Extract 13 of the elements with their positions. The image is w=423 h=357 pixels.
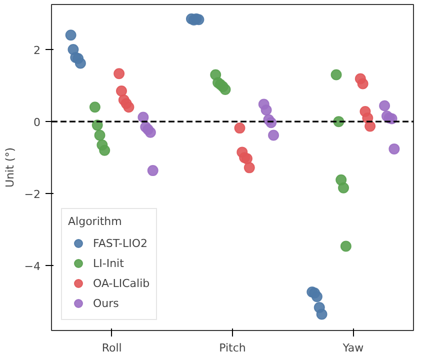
x-tick-label: Pitch: [219, 342, 246, 354]
y-tick-label: 2: [34, 44, 40, 58]
y-axis-title: Unit (°): [3, 148, 16, 188]
x-tick-label: Roll: [102, 342, 122, 354]
legend-label: OA-LICalib: [93, 276, 150, 290]
legend-label: FAST-LIO2: [93, 236, 148, 250]
y-tick-label: −2: [24, 188, 41, 202]
x-tick-label: Yaw: [342, 342, 364, 354]
legend-title: Algorithm: [68, 215, 123, 228]
legend-label: LI-Init: [93, 256, 124, 270]
y-tick-label: −4: [24, 260, 41, 274]
legend-label: Ours: [93, 296, 119, 310]
y-tick-label: 0: [34, 116, 40, 130]
